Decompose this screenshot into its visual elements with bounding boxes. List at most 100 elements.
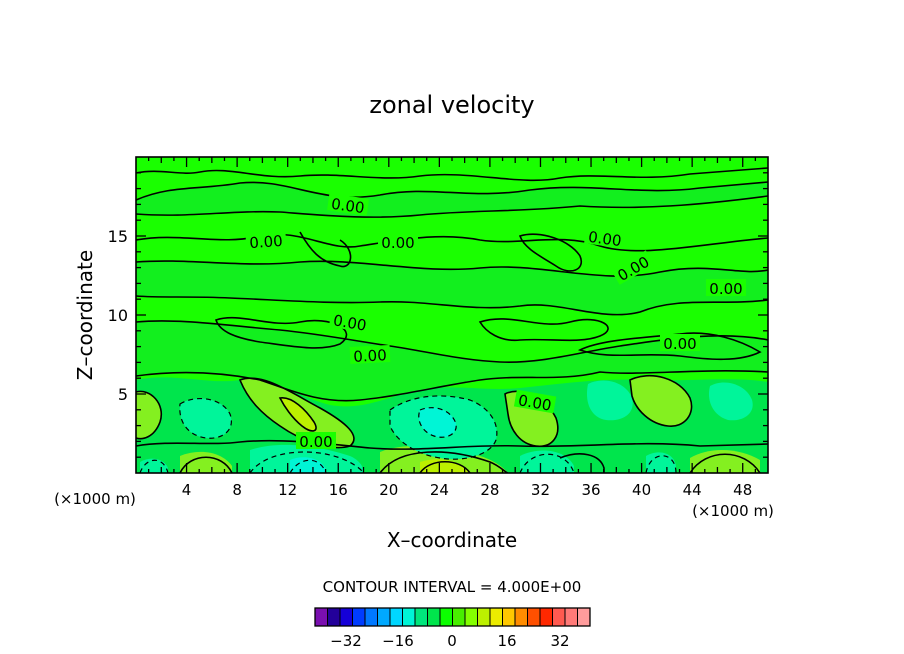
colorbar <box>314 607 591 627</box>
contour-line <box>559 453 605 473</box>
contour-line <box>136 320 768 364</box>
contour-line <box>278 397 317 432</box>
colorbar-swatch <box>439 607 453 627</box>
svg-text:0.00: 0.00 <box>330 195 366 217</box>
contour-band <box>420 459 470 473</box>
x-tick-label: 4 <box>182 481 192 499</box>
x-tick-label: 44 <box>683 481 702 499</box>
x-tick-label: 16 <box>329 481 348 499</box>
contour-line <box>418 407 457 438</box>
x-tick-label: 24 <box>430 481 449 499</box>
contour-band <box>630 375 692 427</box>
y-tick-label: 10 <box>108 306 128 325</box>
colorbar-swatch <box>502 607 516 627</box>
x-tick-labels: 4 8 12 16 20 24 28 32 36 40 44 48 <box>182 481 752 499</box>
contour-line <box>214 316 348 349</box>
y-axis-label: Z–coordinate <box>73 250 97 380</box>
colorbar-swatch <box>314 607 328 627</box>
colorbar-swatch <box>514 607 528 627</box>
contour-band <box>646 452 676 473</box>
colorbar-swatch <box>489 607 503 627</box>
colorbar-swatch <box>327 607 341 627</box>
colorbar-swatch <box>477 607 491 627</box>
colorbar-swatch <box>402 607 416 627</box>
contour-line <box>629 374 693 427</box>
axis-ticks <box>136 157 768 473</box>
colorbar-tick-label: 0 <box>447 632 457 650</box>
colorbar-swatch <box>414 607 428 627</box>
contour-line <box>289 459 327 473</box>
colorbar-swatch <box>452 607 466 627</box>
contour-line <box>179 397 232 439</box>
svg-text:0.00: 0.00 <box>249 232 284 252</box>
contour-value-label: 0.00 <box>706 279 746 298</box>
colorbar-swatch <box>552 607 566 627</box>
x-tick-label: 40 <box>632 481 651 499</box>
contour-band <box>136 261 768 315</box>
contour-value-label: 0.00 <box>660 334 700 353</box>
contour-line <box>689 453 761 473</box>
colorbar-swatch <box>352 607 366 627</box>
svg-text:0.00: 0.00 <box>299 433 332 451</box>
colorbar-tick-label: −16 <box>382 632 414 650</box>
contour-value-label: 0.00 <box>245 230 287 252</box>
contour-line <box>389 395 498 460</box>
contour-field: 0.00 0.00 0.00 0.00 0.00 0.00 0.00 0.00 0.00 0.00… <box>136 167 768 473</box>
svg-text:0.00: 0.00 <box>517 391 553 415</box>
contour-line <box>478 318 609 342</box>
contour-band <box>136 320 768 401</box>
contour-value-label: 0.00 <box>378 233 418 252</box>
contour-line <box>136 370 768 402</box>
x-tick-label: 28 <box>480 481 499 499</box>
contour-interval-text: CONTOUR INTERVAL = 4.000E+00 <box>323 578 582 596</box>
colorbar-tick-label: 32 <box>550 632 569 650</box>
contour-value-label: 0.00 <box>328 309 372 335</box>
contour-line <box>577 332 762 361</box>
contour-band <box>179 398 232 439</box>
x-right-unit-label: (×1000 m) <box>692 502 774 520</box>
colorbar-swatch <box>464 607 478 627</box>
contour-line <box>299 231 352 268</box>
contour-band <box>290 457 326 473</box>
svg-text:0.00: 0.00 <box>663 335 696 353</box>
contour-line <box>136 390 163 440</box>
y-tick-label: 5 <box>118 385 128 404</box>
colorbar-swatch <box>339 607 353 627</box>
colorbar-swatch <box>564 607 578 627</box>
contour-band <box>708 382 753 421</box>
contour-band <box>586 380 633 421</box>
chart-title: zonal velocity <box>369 91 534 119</box>
contour-line <box>419 461 471 473</box>
contour-band <box>418 407 457 438</box>
contour-value-label: 0.00 <box>349 344 391 366</box>
contour-line <box>379 451 509 473</box>
svg-text:0.00: 0.00 <box>709 280 742 298</box>
contour-value-label: 0.00 <box>296 432 336 451</box>
colorbar-tick-label: −32 <box>330 632 362 650</box>
colorbar-tick-labels: −32 −16 0 16 32 <box>330 632 569 650</box>
x-left-unit-label: (×1000 m) <box>54 490 136 508</box>
contour-band <box>520 450 574 473</box>
x-axis-label: X–coordinate <box>387 528 517 552</box>
dashed-contour-lines <box>139 395 677 473</box>
x-tick-label: 12 <box>278 481 297 499</box>
colorbar-tick-label: 16 <box>497 632 516 650</box>
x-tick-label: 8 <box>232 481 242 499</box>
contour-value-label: 0.00 <box>327 193 370 217</box>
svg-text:0.00: 0.00 <box>353 346 387 366</box>
contour-band <box>180 451 232 473</box>
contour-band <box>136 182 768 218</box>
contour-line <box>136 195 768 218</box>
y-tick-labels: 5 10 15 <box>108 227 128 404</box>
contour-line <box>136 439 768 450</box>
contour-value-label: 0.00 <box>584 226 627 250</box>
plot-area: 0.00 0.00 0.00 0.00 0.00 0.00 0.00 0.00 0.00 0.00… <box>135 156 769 474</box>
contour-line <box>136 181 768 201</box>
y-tick-label: 15 <box>108 227 128 246</box>
svg-text:0.00: 0.00 <box>332 311 368 335</box>
contour-value-label: 0.00 <box>513 389 557 415</box>
colorbar-swatch <box>364 607 378 627</box>
x-tick-label: 20 <box>379 481 398 499</box>
x-tick-label: 48 <box>733 481 752 499</box>
